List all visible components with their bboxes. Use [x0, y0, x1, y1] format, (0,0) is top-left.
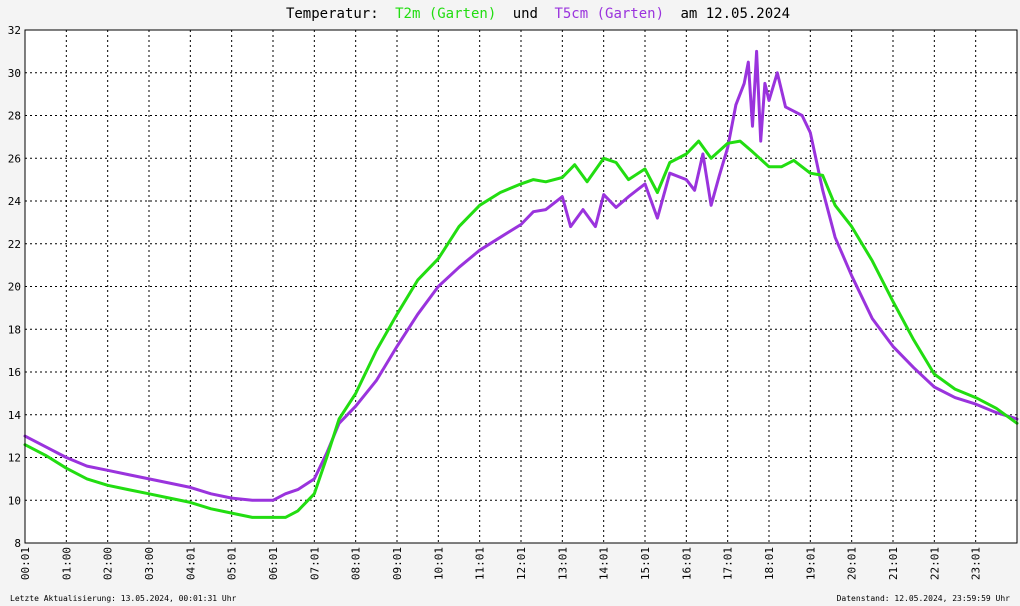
series-line-t5cm: [23, 49, 1019, 502]
x-tick-label: 17:01: [722, 547, 735, 580]
plot-frame: [24, 29, 1018, 544]
x-tick-label: 23:01: [970, 547, 983, 580]
y-tick-label: 30: [8, 67, 21, 80]
y-tick-label: 18: [8, 323, 21, 336]
footer-data-status: Datenstand: 12.05.2024, 23:59:59 Uhr: [837, 594, 1011, 603]
footer-last-update: Letzte Aktualisierung: 13.05.2024, 00:01…: [10, 594, 237, 603]
x-axis: 00:01 01:00 02:00 03:00 04:01 05:01 06:01 07:01…: [19, 547, 983, 580]
series-layer: [23, 49, 1019, 519]
y-tick-label: 28: [8, 110, 21, 123]
x-tick-label: 09:01: [391, 547, 404, 580]
x-tick-label: 13:01: [556, 547, 569, 580]
title-prefix: Temperatur:: [286, 6, 379, 22]
x-tick-label: 20:01: [846, 547, 859, 580]
y-tick-label: 8: [14, 537, 21, 550]
title-suffix: am 12.05.2024: [680, 6, 790, 22]
y-tick-label: 22: [8, 238, 21, 251]
x-tick-label: 16:01: [680, 547, 693, 580]
title-joiner: und: [513, 6, 538, 22]
x-tick-label: 01:00: [60, 547, 73, 580]
x-tick-label: 11:01: [474, 547, 487, 580]
x-tick-label: 05:01: [226, 547, 239, 580]
x-tick-label: 21:01: [887, 547, 900, 580]
y-tick-label: 16: [8, 366, 21, 379]
title-series-t5cm: T5cm (Garten): [554, 6, 664, 22]
x-tick-label: 18:01: [763, 547, 776, 580]
x-tick-label: 10:01: [432, 547, 445, 580]
y-tick-label: 26: [8, 152, 21, 165]
x-tick-label: 22:01: [928, 547, 941, 580]
y-tick-label: 10: [8, 494, 21, 507]
y-tick-label: 20: [8, 281, 21, 294]
x-tick-label: 12:01: [515, 547, 528, 580]
y-tick-label: 14: [8, 409, 22, 422]
series-line-t2m: [23, 139, 1019, 519]
x-tick-label: 00:01: [19, 547, 32, 580]
x-tick-label: 06:01: [267, 547, 280, 580]
x-tick-label: 04:01: [184, 547, 197, 580]
x-tick-label: 15:01: [639, 547, 652, 580]
chart-title: Temperatur: T2m (Garten) und T5cm (Garte…: [286, 6, 790, 22]
y-tick-label: 24: [8, 195, 22, 208]
y-tick-label: 12: [8, 452, 21, 465]
x-tick-label: 14:01: [598, 547, 611, 580]
x-tick-label: 08:01: [350, 547, 363, 580]
title-series-t2m: T2m (Garten): [395, 6, 496, 22]
y-axis: 8 10 12 14 16 18 20 22 24 26 28 30 32: [8, 24, 22, 550]
x-tick-label: 02:00: [102, 547, 115, 580]
x-tick-label: 19:01: [804, 547, 817, 580]
grid-lines: [25, 30, 1017, 543]
x-tick-label: 03:00: [143, 547, 156, 580]
x-tick-label: 07:01: [308, 547, 321, 580]
y-tick-label: 32: [8, 24, 21, 37]
